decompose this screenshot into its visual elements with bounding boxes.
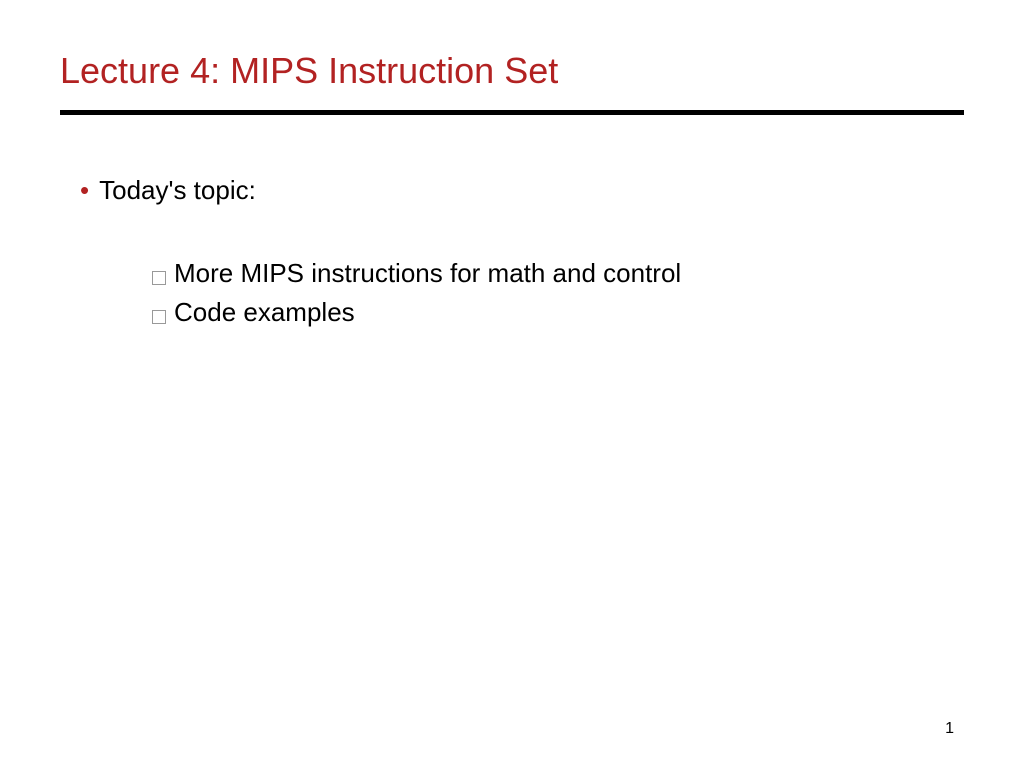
topic-label: Today's topic: (99, 175, 256, 206)
list-item: More MIPS instructions for math and cont… (152, 256, 964, 291)
sub-item-text: More MIPS instructions for math and cont… (174, 256, 681, 291)
slide-title: Lecture 4: MIPS Instruction Set (60, 50, 964, 92)
topic-line: • Today's topic: (80, 175, 964, 206)
sub-item-text: Code examples (174, 295, 355, 330)
slide: Lecture 4: MIPS Instruction Set • Today'… (0, 0, 1024, 768)
slide-content: • Today's topic: More MIPS instructions … (60, 175, 964, 330)
box-bullet-icon (152, 310, 166, 324)
list-item: Code examples (152, 295, 964, 330)
page-number: 1 (945, 720, 954, 738)
box-bullet-icon (152, 271, 166, 285)
sub-items-list: More MIPS instructions for math and cont… (80, 256, 964, 330)
title-divider (60, 110, 964, 115)
bullet-icon: • (80, 177, 89, 203)
